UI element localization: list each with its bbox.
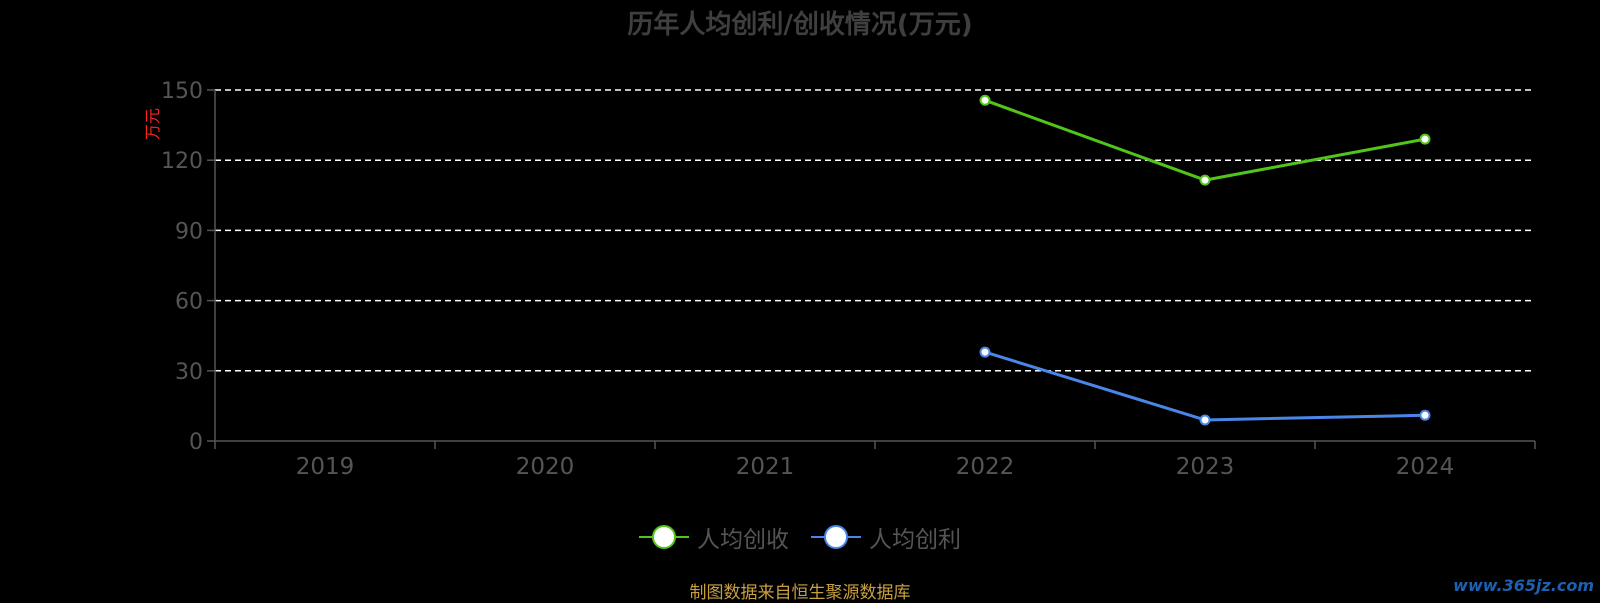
series-line-0 xyxy=(984,98,1426,182)
y-tick-label-120: 120 xyxy=(161,149,203,174)
source-note: 制图数据来自恒生聚源数据库 xyxy=(689,583,911,603)
data-point-1-2024 xyxy=(1419,409,1431,421)
x-tick-label-2019: 2019 xyxy=(296,454,355,480)
y-tick-label-30: 30 xyxy=(175,360,203,385)
x-tick-label-2021: 2021 xyxy=(736,454,795,480)
y-tick-label-90: 90 xyxy=(175,219,203,244)
y-axis-unit-label: 万元 xyxy=(143,108,162,140)
chart-title: 历年人均创利/创收情况(万元) xyxy=(627,10,973,40)
legend-swatch-revenue-icon xyxy=(639,524,689,550)
data-point-0-2022 xyxy=(979,94,991,106)
data-point-1-2022 xyxy=(979,346,991,358)
watermark: www.365jz.com xyxy=(1453,576,1594,595)
legend-label-revenue: 人均创收 xyxy=(697,527,789,553)
x-tick-label-2024: 2024 xyxy=(1396,454,1455,480)
legend-item-profit[interactable]: 人均创利 xyxy=(811,520,961,554)
data-point-0-2023 xyxy=(1199,174,1211,186)
x-tick-label-2020: 2020 xyxy=(516,454,575,480)
y-tick-label-60: 60 xyxy=(175,290,203,315)
x-tick-label-2022: 2022 xyxy=(956,454,1015,480)
legend-swatch-profit-icon xyxy=(811,524,861,550)
legend-item-revenue[interactable]: 人均创收 xyxy=(639,520,789,554)
y-tick-label-0: 0 xyxy=(189,430,203,455)
data-point-1-2023 xyxy=(1199,414,1211,426)
series-line-1 xyxy=(984,350,1426,422)
x-tick-label-2023: 2023 xyxy=(1176,454,1235,480)
data-point-0-2024 xyxy=(1419,133,1431,145)
chart-legend: 人均创收 人均创利 xyxy=(0,520,1600,554)
legend-label-profit: 人均创利 xyxy=(869,527,961,553)
y-tick-label-150: 150 xyxy=(161,79,203,104)
